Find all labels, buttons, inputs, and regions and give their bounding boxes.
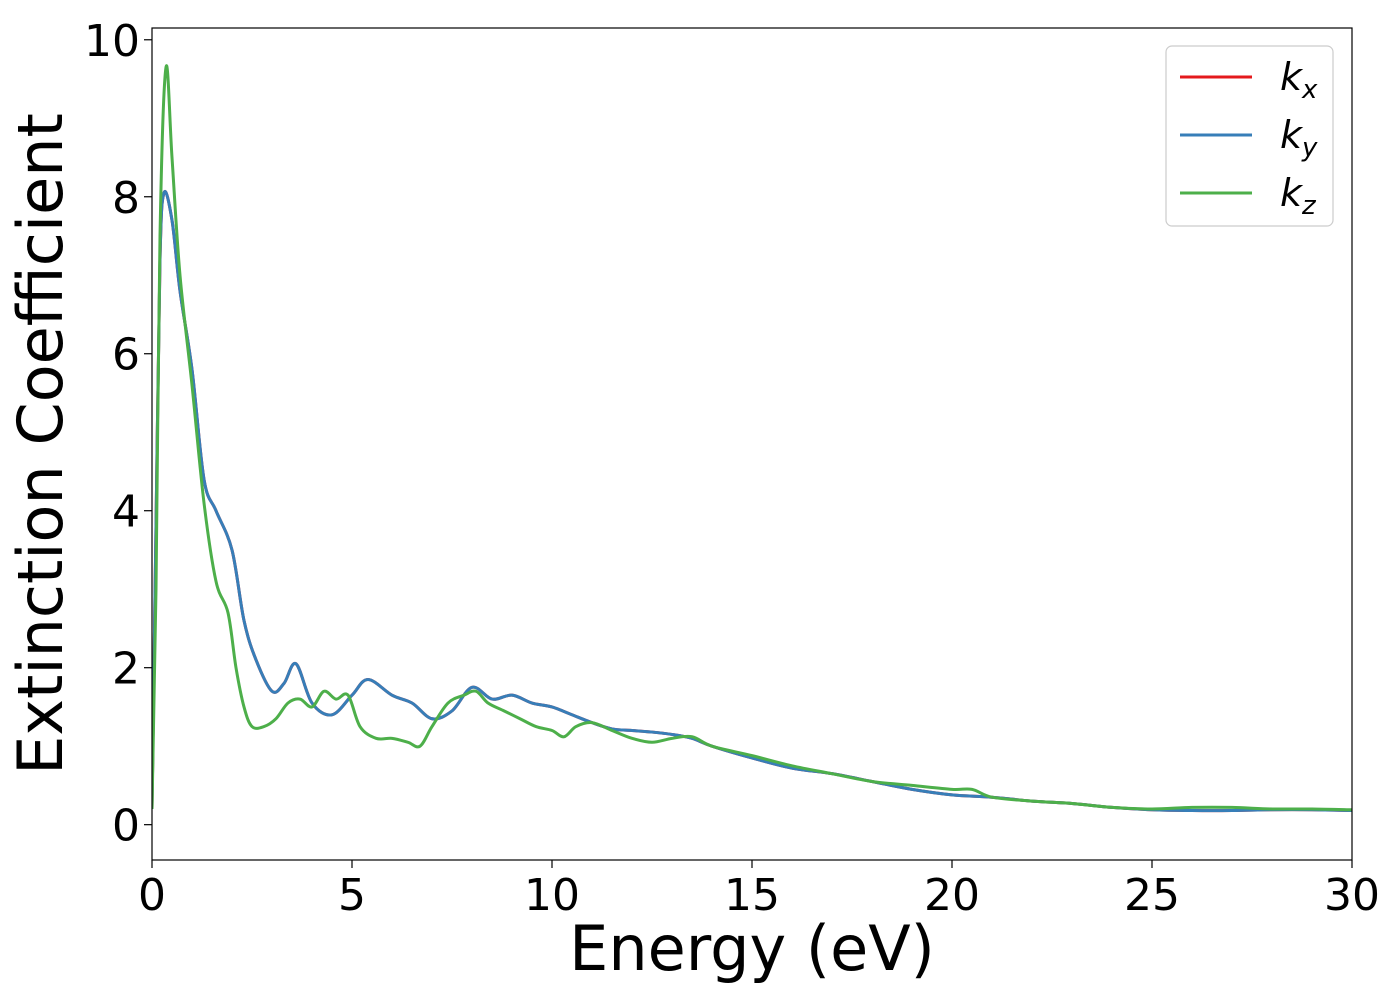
y-axis-ticks: 0 2 4 6 8 10 — [84, 16, 152, 852]
x-axis-title: Energy (eV) — [569, 912, 935, 985]
x-tick-label: 5 — [338, 870, 366, 921]
y-tick-label: 8 — [112, 173, 140, 224]
x-axis-ticks: 0 5 10 15 20 25 30 — [138, 860, 1380, 921]
legend-label: kx — [1280, 55, 1318, 105]
legend-label: ky — [1280, 113, 1318, 163]
y-tick-label: 6 — [112, 330, 140, 381]
y-tick-label: 10 — [84, 16, 140, 67]
series-lines — [152, 64, 1352, 813]
y-tick-label: 0 — [112, 801, 140, 852]
legend-label: kz — [1280, 171, 1317, 221]
legend: kx ky kz — [1165, 45, 1334, 227]
x-tick-label: 25 — [1124, 870, 1180, 921]
plot-area — [152, 28, 1352, 860]
x-tick-label: 20 — [924, 870, 980, 921]
y-tick-label: 2 — [112, 644, 140, 695]
series-line-kz — [152, 64, 1352, 812]
x-tick-label: 0 — [138, 870, 166, 921]
y-axis-title: Extinction Coefficient — [4, 113, 77, 775]
y-tick-label: 4 — [112, 487, 140, 538]
x-tick-label: 15 — [724, 870, 780, 921]
x-tick-label: 10 — [524, 870, 580, 921]
x-tick-label: 30 — [1324, 870, 1380, 921]
